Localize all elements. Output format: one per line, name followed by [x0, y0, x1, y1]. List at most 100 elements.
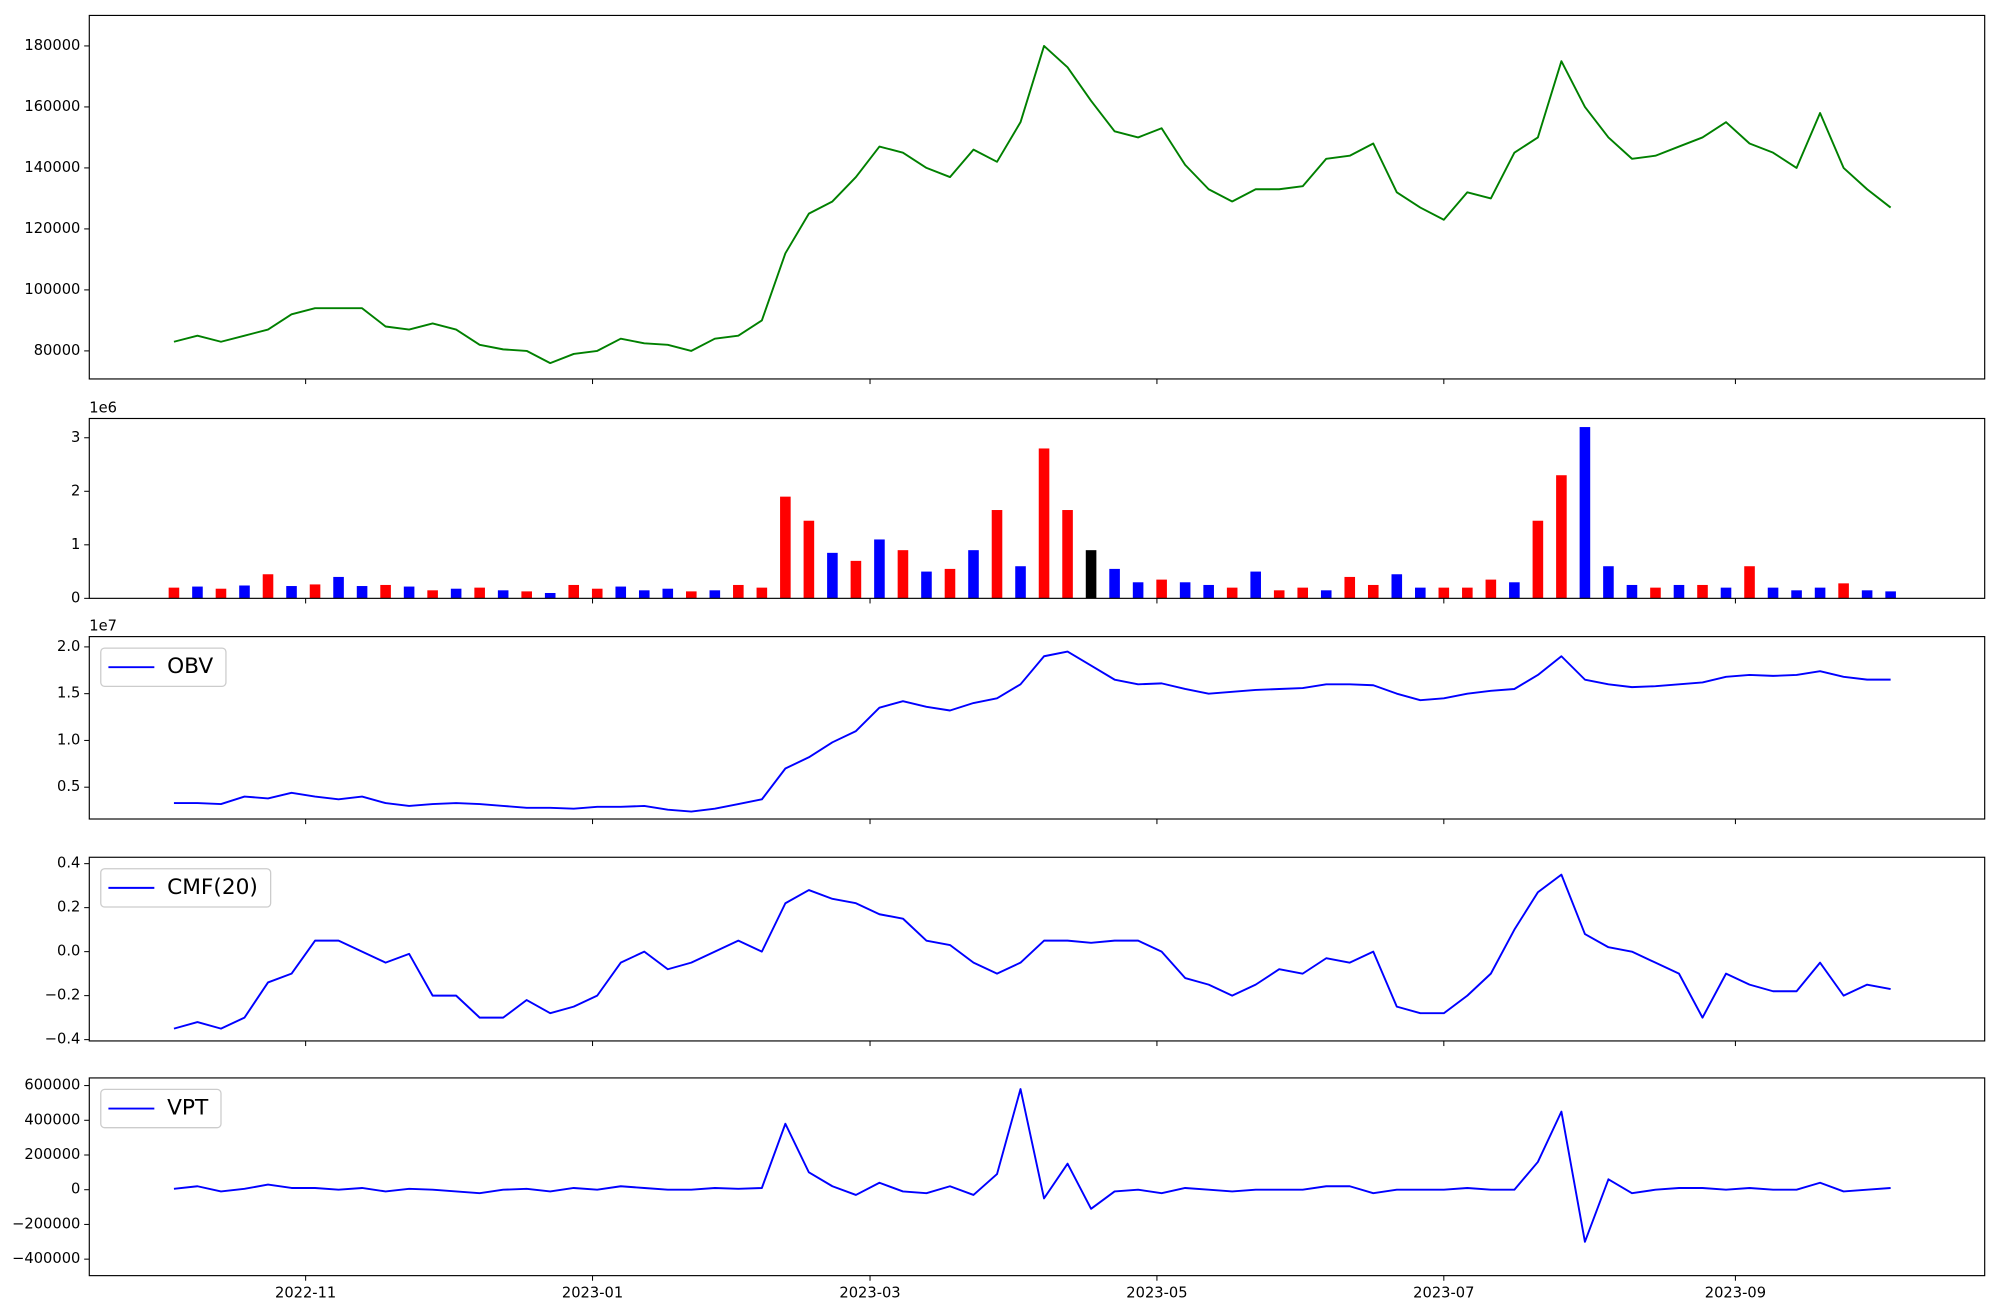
- volume-bar: [1509, 582, 1520, 599]
- y-tick-label: 1: [71, 536, 80, 553]
- volume-bar: [1085, 550, 1097, 599]
- volume-bar: [286, 586, 297, 599]
- volume-bar: [1673, 584, 1685, 599]
- volume-bar: [427, 590, 438, 599]
- volume-bar: [262, 574, 274, 599]
- volume-bar: [1532, 520, 1544, 599]
- volume-bar: [921, 571, 932, 599]
- x-tick-label: 2023-05: [1126, 1284, 1187, 1300]
- volume-bar: [1861, 590, 1873, 599]
- volume-bar: [944, 568, 956, 599]
- legend-label: CMF(20): [167, 875, 258, 900]
- volume-bar: [1885, 591, 1896, 599]
- volume-bar: [1626, 584, 1638, 599]
- volume-bar: [874, 539, 885, 599]
- volume-bar: [521, 591, 532, 599]
- volume-bar: [1062, 510, 1073, 599]
- y-tick-label: 0.4: [57, 855, 80, 872]
- volume-bar: [1814, 587, 1826, 599]
- y-tick-label: −0.4: [45, 1031, 81, 1048]
- volume-bar: [1320, 590, 1332, 599]
- y-tick-label: 0.5: [57, 778, 80, 795]
- axes-frame: [88, 636, 1986, 820]
- series-line: [173, 650, 1891, 813]
- axes-frame: [88, 14, 1986, 380]
- volume-bar: [168, 587, 180, 599]
- axes-frame: [88, 1077, 1986, 1277]
- y-tick-label: 180000: [24, 37, 80, 54]
- y-tick-label: −400000: [12, 1250, 80, 1267]
- y-tick-label: 2: [71, 482, 80, 499]
- y-tick-label: 1.5: [57, 685, 80, 702]
- volume-bar: [333, 576, 344, 599]
- volume-bar: [1838, 583, 1849, 599]
- y-tick-label: 600000: [24, 1077, 80, 1094]
- series-line: [173, 44, 1892, 365]
- legend-box: [100, 647, 227, 687]
- axes-frame: [88, 856, 1986, 1042]
- x-tick-label: 2023-01: [562, 1284, 623, 1300]
- y-tick-label: 120000: [24, 220, 80, 237]
- volume-bar: [756, 587, 768, 599]
- y-tick-label: 1.0: [57, 731, 80, 748]
- volume-bar: [403, 586, 415, 599]
- volume-bar: [1250, 571, 1261, 599]
- volume-bar: [662, 588, 674, 599]
- volume-bar: [1156, 579, 1167, 599]
- legend-label: OBV: [167, 654, 213, 679]
- y-tick-label: 0.2: [57, 899, 80, 916]
- volume-bar: [638, 590, 650, 599]
- volume-bar: [380, 584, 391, 599]
- y-tick-label: 2.0: [57, 638, 80, 655]
- volume-bar: [1273, 590, 1285, 599]
- axis-offset-label: 1e6: [89, 399, 117, 416]
- legend-box: [100, 1088, 222, 1129]
- volume-bar: [309, 584, 321, 599]
- volume-bar: [1391, 574, 1403, 599]
- volume-bar: [686, 591, 697, 599]
- x-tick-label: 2023-09: [1705, 1284, 1766, 1300]
- y-tick-label: −200000: [12, 1215, 80, 1232]
- volume-bar: [1367, 584, 1379, 599]
- y-tick-label: 0: [71, 589, 80, 606]
- volume-bar: [827, 552, 838, 599]
- axis-offset-label: 1e7: [89, 617, 117, 634]
- volume-bar: [850, 560, 862, 599]
- y-tick-label: 400000: [24, 1111, 80, 1128]
- volume-bar: [1744, 566, 1755, 599]
- volume-bar: [1203, 584, 1214, 599]
- x-tick-label: 2023-07: [1413, 1284, 1474, 1300]
- volume-bar: [450, 588, 462, 599]
- volume-bar: [733, 584, 744, 599]
- volume-bar: [1485, 579, 1497, 599]
- volume-bar: [1603, 566, 1614, 599]
- volume-bar: [1344, 576, 1356, 599]
- volume-bar: [709, 590, 721, 599]
- volume-bar: [1791, 590, 1802, 599]
- series-line: [173, 873, 1891, 1030]
- axes-frame: [88, 417, 1986, 599]
- volume-bar: [1556, 475, 1567, 599]
- y-tick-label: 80000: [34, 342, 81, 359]
- volume-bar: [1415, 587, 1426, 599]
- volume-bar: [1109, 568, 1120, 599]
- legend-box: [100, 868, 272, 908]
- volume-bar: [591, 588, 603, 599]
- volume-bar: [1720, 587, 1732, 599]
- y-tick-label: 160000: [24, 98, 80, 115]
- volume-bar: [991, 510, 1003, 599]
- volume-bar: [1579, 427, 1591, 599]
- y-tick-label: 100000: [24, 281, 80, 298]
- volume-bar: [780, 496, 791, 599]
- volume-bar: [1297, 587, 1309, 599]
- volume-bar: [215, 588, 227, 599]
- volume-bar: [356, 586, 368, 599]
- legend-label: VPT: [167, 1096, 209, 1121]
- volume-bar: [1462, 587, 1473, 599]
- y-tick-label: 0.0: [57, 943, 80, 960]
- volume-bar: [1226, 587, 1238, 599]
- volume-bar: [1650, 587, 1661, 599]
- volume-bar: [803, 520, 815, 599]
